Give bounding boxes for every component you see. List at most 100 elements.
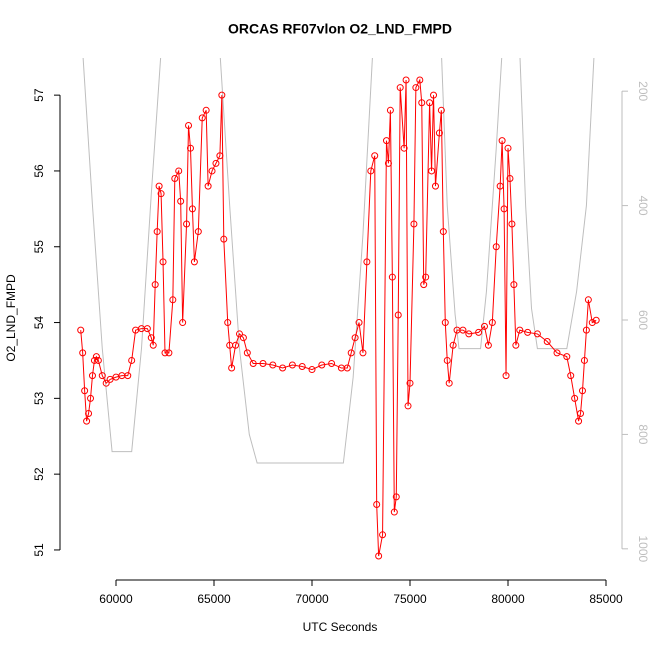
data-point bbox=[379, 531, 387, 539]
data-point bbox=[359, 349, 367, 357]
data-point bbox=[430, 91, 438, 99]
data-point bbox=[465, 330, 473, 338]
data-point bbox=[510, 281, 518, 289]
data-point bbox=[149, 341, 157, 349]
data-point bbox=[484, 341, 492, 349]
series-line bbox=[82, 58, 595, 464]
x-tick-label: 70000 bbox=[295, 592, 329, 606]
data-point bbox=[224, 319, 232, 327]
data-point bbox=[147, 334, 155, 342]
data-point bbox=[588, 319, 596, 327]
data-point bbox=[347, 349, 355, 357]
y-tick-label: 56 bbox=[32, 164, 46, 178]
data-point bbox=[204, 182, 212, 190]
data-point bbox=[165, 349, 173, 357]
x-tick-label: 80000 bbox=[491, 592, 525, 606]
data-point bbox=[79, 349, 87, 357]
data-point bbox=[232, 341, 240, 349]
data-point bbox=[420, 281, 428, 289]
data-point bbox=[500, 205, 508, 213]
data-point bbox=[85, 410, 93, 418]
data-point bbox=[416, 76, 424, 84]
data-point bbox=[418, 99, 426, 107]
data-point bbox=[124, 372, 132, 380]
data-point bbox=[496, 182, 504, 190]
data-point bbox=[155, 182, 163, 190]
x-tick-label: 75000 bbox=[393, 592, 427, 606]
data-point bbox=[431, 182, 439, 190]
data-point bbox=[249, 359, 257, 367]
x-axis-label: UTC Seconds bbox=[303, 620, 378, 634]
data-point bbox=[388, 273, 396, 281]
data-point bbox=[382, 137, 390, 145]
data-point bbox=[212, 159, 220, 167]
data-point bbox=[259, 359, 267, 367]
data-point bbox=[157, 190, 165, 198]
data-point bbox=[92, 353, 100, 361]
data-point bbox=[396, 84, 404, 92]
data-point bbox=[367, 167, 375, 175]
data-point bbox=[190, 258, 198, 266]
y2-tick-label: 1000 bbox=[636, 535, 650, 562]
data-point bbox=[488, 319, 496, 327]
data-point bbox=[504, 144, 512, 152]
data-point bbox=[449, 341, 457, 349]
data-point bbox=[186, 144, 194, 152]
x-tick-label: 85000 bbox=[589, 592, 623, 606]
data-point bbox=[269, 361, 277, 369]
data-point bbox=[243, 349, 251, 357]
data-point bbox=[298, 363, 306, 371]
data-point bbox=[102, 379, 110, 387]
plot-area bbox=[77, 58, 600, 560]
data-point bbox=[106, 375, 114, 383]
data-point bbox=[94, 356, 102, 364]
data-point bbox=[439, 228, 447, 236]
data-point bbox=[441, 319, 449, 327]
data-point bbox=[216, 152, 224, 160]
data-point bbox=[575, 417, 583, 425]
data-point bbox=[279, 364, 287, 372]
data-point bbox=[492, 243, 500, 251]
data-point bbox=[208, 167, 216, 175]
data-point bbox=[475, 328, 483, 336]
y2-tick-label: 200 bbox=[636, 81, 650, 101]
data-point bbox=[161, 349, 169, 357]
data-point bbox=[175, 167, 183, 175]
data-point bbox=[577, 410, 585, 418]
data-point bbox=[159, 258, 167, 266]
y2-tick-label: 400 bbox=[636, 196, 650, 216]
data-point bbox=[390, 508, 398, 516]
data-point bbox=[351, 334, 359, 342]
y-tick-label: 54 bbox=[32, 316, 46, 330]
data-point bbox=[81, 387, 89, 395]
data-point bbox=[443, 356, 451, 364]
data-point bbox=[437, 106, 445, 114]
data-point bbox=[584, 296, 592, 304]
data-point bbox=[194, 228, 202, 236]
data-point bbox=[582, 326, 590, 334]
data-point bbox=[153, 228, 161, 236]
data-point bbox=[375, 552, 383, 560]
data-point bbox=[169, 296, 177, 304]
data-point bbox=[151, 281, 159, 289]
data-point bbox=[412, 84, 420, 92]
data-point bbox=[508, 220, 516, 228]
data-point bbox=[288, 361, 296, 369]
data-point bbox=[422, 273, 430, 281]
y-axis-label: O2_LND_FMPD bbox=[4, 274, 18, 362]
x-tick-label: 60000 bbox=[99, 592, 133, 606]
data-point bbox=[171, 175, 179, 183]
data-point bbox=[308, 366, 316, 374]
data-point bbox=[502, 372, 510, 380]
data-point bbox=[578, 387, 586, 395]
data-point bbox=[87, 394, 95, 402]
data-point bbox=[480, 322, 488, 330]
data-point bbox=[328, 359, 336, 367]
y2-tick-label: 600 bbox=[636, 310, 650, 330]
y-tick-label: 55 bbox=[32, 240, 46, 254]
data-point bbox=[498, 137, 506, 145]
y2-tick-label: 800 bbox=[636, 424, 650, 444]
data-point bbox=[373, 500, 381, 508]
y-tick-label: 57 bbox=[32, 88, 46, 102]
